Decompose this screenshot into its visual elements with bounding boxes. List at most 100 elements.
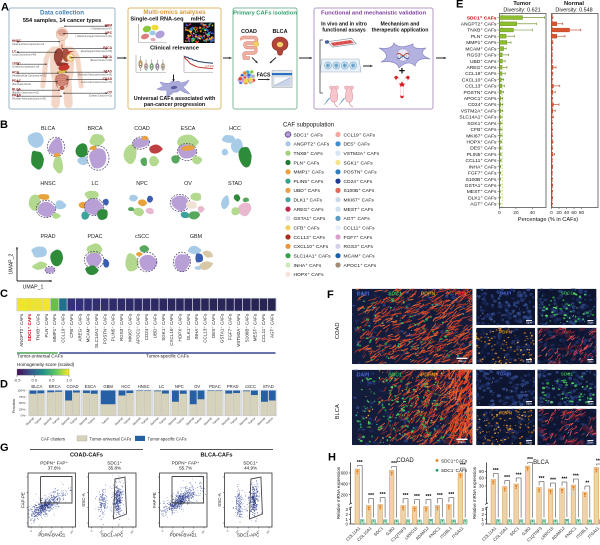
svg-text:20: 20 [513, 210, 519, 216]
svg-text:0: 0 [481, 522, 484, 527]
svg-text:SLC14A1⁺ CAFs: SLC14A1⁺ CAFs [459, 115, 497, 121]
svg-text:Tumor: Tumor [51, 416, 60, 425]
svg-text:SDC1: SDC1 [561, 372, 574, 377]
svg-text:Normal: Normal [25, 416, 35, 426]
svg-text:(Ovarian Cancer,n=15): (Ovarian Cancer,n=15) [89, 94, 113, 97]
svg-text:554 samples, 14 cancer types: 554 samples, 14 cancer types [23, 18, 101, 24]
svg-text:PDPN⁺ FAP⁺: PDPN⁺ FAP⁺ [172, 460, 200, 465]
svg-text:↗: ↗ [523, 311, 526, 315]
svg-text:Functional and mechanistic val: Functional and mechanistic validation [321, 11, 426, 17]
svg-text:Tumor: Tumor [158, 416, 167, 425]
svg-text:10⁴: 10⁴ [190, 529, 196, 535]
svg-text:2: 2 [481, 512, 484, 517]
svg-text:CD24⁺ CAFs: CD24⁺ CAFs [468, 102, 497, 108]
svg-text:(Hepatocellular Carcinoma,n=17: (Hepatocellular Carcinoma,n=17) [12, 74, 46, 77]
svg-text:cSCC: cSCC [135, 234, 149, 240]
svg-text:Normal: Normal [78, 416, 88, 426]
svg-text:FGF7⁺ CAFs: FGF7⁺ CAFs [228, 313, 233, 340]
svg-text:3: 3 [345, 507, 348, 512]
svg-text:MEST⁺ CAFs: MEST⁺ CAFs [344, 207, 374, 213]
svg-text:CXCL10⁺ CAFs: CXCL10⁺ CAFs [169, 313, 174, 346]
svg-text:VSTM2A⁺ CAFs: VSTM2A⁺ CAFs [461, 109, 497, 115]
svg-text:mIHC: mIHC [191, 17, 206, 23]
svg-text:3: 3 [481, 507, 484, 512]
svg-text:POSTN⁺ CAFs: POSTN⁺ CAFs [463, 90, 497, 96]
svg-text:Tumor: Tumor [513, 1, 531, 7]
svg-text:CFB⁺ CAFs: CFB⁺ CAFs [69, 313, 74, 338]
svg-text:0: 0 [161, 529, 165, 533]
svg-text:***: *** [414, 494, 420, 500]
svg-text:↗: ↗ [501, 313, 504, 317]
svg-text:SDC1-APC: SDC1-APC [237, 533, 259, 538]
svg-text:UMAP_2: UMAP_2 [9, 254, 15, 275]
svg-text:PLN⁺ CAFs: PLN⁺ CAFs [471, 34, 497, 40]
svg-text:90: 90 [479, 469, 484, 474]
svg-text:SGK1⁺ CAFs: SGK1⁺ CAFs [467, 121, 497, 127]
svg-text:FGF7⁺ CAFs: FGF7⁺ CAFs [344, 235, 373, 241]
svg-text:POSTN⁺ CAFs: POSTN⁺ CAFs [344, 170, 378, 176]
svg-text:SDC1⁺CAFs: SDC1⁺CAFs [441, 458, 468, 463]
svg-text:+: + [399, 66, 405, 78]
svg-text:0: 0 [29, 529, 33, 533]
svg-text:20μm: 20μm [526, 441, 532, 444]
svg-text:In vivo and in vitro: In vivo and in vitro [321, 22, 367, 28]
svg-text:FAP: FAP [562, 411, 571, 416]
svg-text:***: *** [391, 461, 397, 467]
svg-text:Tumor-universal CAFs: Tumor-universal CAFs [90, 436, 132, 441]
svg-text:***: *** [425, 494, 431, 500]
svg-text:AREG⁺ CAFs: AREG⁺ CAFs [466, 65, 497, 71]
svg-text:BRCA: BRCA [103, 55, 113, 59]
svg-text:BLCA: BLCA [533, 460, 549, 466]
svg-text:Diversity: 0.621: Diversity: 0.621 [503, 8, 540, 14]
svg-text:↗: ↗ [553, 386, 556, 390]
svg-text:GJB2: GJB2 [521, 525, 532, 536]
svg-text:p<0.001: p<0.001 [205, 65, 214, 68]
svg-text:MCAM⁺ CAFs: MCAM⁺ CAFs [344, 254, 376, 260]
svg-text:PDPN: PDPN [499, 411, 512, 416]
svg-text:***: *** [504, 475, 510, 481]
svg-text:Tumor: Tumor [69, 416, 78, 425]
svg-text:CFB⁺ CAFs: CFB⁺ CAFs [294, 226, 321, 232]
svg-text:TNXB⁺ CAFs: TNXB⁺ CAFs [36, 313, 41, 341]
svg-text:CCL13⁺ CAFs: CCL13⁺ CAFs [294, 235, 326, 241]
svg-text:FAP-PE: FAP-PE [152, 492, 157, 508]
svg-text:cSCC: cSCC [12, 62, 21, 66]
svg-text:10³: 10³ [109, 529, 115, 535]
svg-text:AGT⁺ CAFs: AGT⁺ CAFs [269, 313, 274, 338]
svg-text:Tumor: Tumor [265, 416, 274, 425]
svg-text:S100B⁺ CAFs: S100B⁺ CAFs [244, 313, 249, 342]
svg-text:Normal: Normal [114, 416, 124, 426]
svg-text:10⁴: 10⁴ [255, 529, 261, 535]
svg-text:↗: ↗ [491, 345, 494, 349]
svg-text:***: *** [561, 477, 567, 483]
svg-text:APOC1⁺ CAFs: APOC1⁺ CAFs [464, 96, 497, 102]
svg-text:SDC1⁺ CAFs: SDC1⁺ CAFs [467, 15, 497, 21]
svg-text:0: 0 [226, 529, 230, 533]
svg-text:therapeutic application: therapeutic application [372, 28, 429, 34]
svg-text:LC: LC [12, 50, 17, 54]
svg-text:600: 600 [341, 471, 349, 476]
svg-text:↗: ↗ [481, 312, 484, 316]
svg-text:***: *** [516, 473, 522, 479]
svg-text:Mechanism and: Mechanism and [381, 22, 420, 28]
svg-text:CD24⁺ CAFs: CD24⁺ CAFs [344, 179, 373, 185]
svg-text:BLCA: BLCA [273, 29, 288, 35]
svg-text:HNSC: HNSC [40, 181, 55, 187]
svg-text:HNSC: HNSC [12, 39, 22, 43]
svg-text:↗: ↗ [491, 381, 494, 385]
svg-text:PDPN-BV421: PDPN-BV421 [38, 533, 65, 538]
svg-text:LC: LC [159, 384, 164, 389]
svg-text:CCL13⁺ CAFs: CCL13⁺ CAFs [465, 84, 497, 90]
svg-text:COAD: COAD [335, 322, 341, 339]
svg-text:ESCA: ESCA [103, 46, 113, 50]
svg-text:100%: 100% [17, 389, 25, 393]
svg-text:20μm: 20μm [526, 321, 532, 324]
svg-text:SDC1⁻CAFs: SDC1⁻CAFs [441, 468, 468, 473]
svg-text:ANGPT2⁺ CAFs: ANGPT2⁺ CAFs [19, 313, 24, 347]
svg-text:SDC1⁺ CAFs: SDC1⁺ CAFs [27, 313, 32, 341]
svg-text:20μm: 20μm [587, 441, 593, 444]
svg-text:↗: ↗ [481, 396, 484, 400]
svg-text:SLC14A1⁺ CAFs: SLC14A1⁺ CAFs [294, 254, 332, 260]
svg-text:S100B⁺ CAFs: S100B⁺ CAFs [466, 177, 497, 183]
svg-text:Tumor: Tumor [34, 416, 43, 425]
